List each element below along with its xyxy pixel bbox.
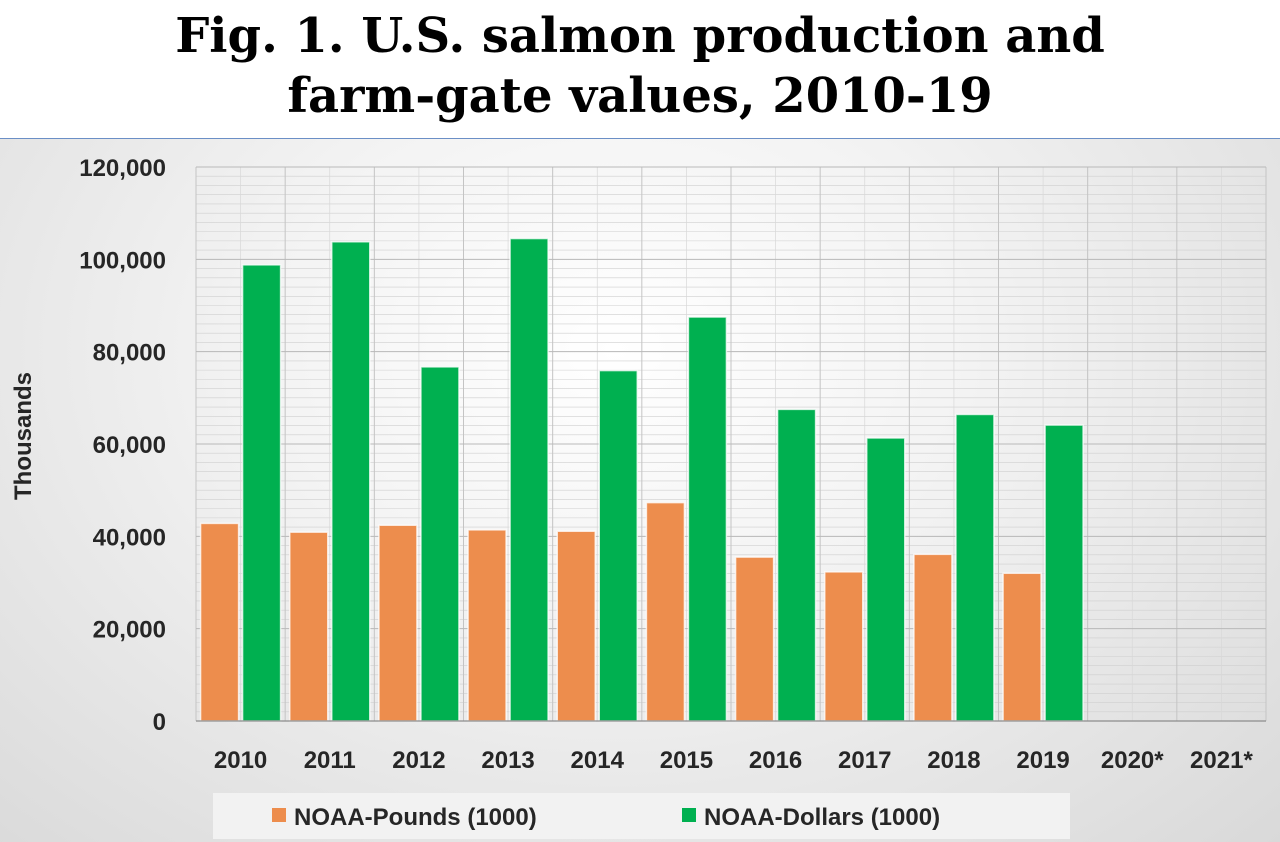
y-tick-label: 80,000 xyxy=(93,340,166,367)
bar-pounds-2015 xyxy=(645,501,686,722)
x-tick-label: 2010 xyxy=(214,747,267,774)
y-tick-label: 40,000 xyxy=(93,524,166,551)
title-line-2: farm-gate values, 2010-19 xyxy=(287,68,993,124)
x-tick-label: 2011 xyxy=(304,747,356,774)
x-tick-label: 2016 xyxy=(749,747,802,774)
x-tick-label: 2013 xyxy=(481,747,534,774)
x-tick-label: 2014 xyxy=(571,747,625,774)
x-tick-label: 2019 xyxy=(1016,747,1069,774)
bar-dollars-2017 xyxy=(866,437,906,722)
y-tick-label: 20,000 xyxy=(93,617,166,644)
bar-pounds-2010 xyxy=(199,522,240,722)
legend-swatch-pounds xyxy=(272,808,286,822)
bar-pounds-2017 xyxy=(824,571,864,722)
x-tick-label: 2020* xyxy=(1101,747,1164,774)
chart-area: 0 20,000 40,000 60,000 80,000 100,000 120,000 2… xyxy=(0,138,1280,842)
bar-dollars-2012 xyxy=(420,366,460,722)
legend: NOAA-Pounds (1000) NOAA-Dollars (1000) xyxy=(213,793,1070,839)
y-tick-label: 60,000 xyxy=(93,432,166,459)
title-line-1: Fig. 1. U.S. salmon production and xyxy=(175,8,1105,64)
bar-dollars-2010 xyxy=(241,264,282,722)
bar-dollars-2018 xyxy=(955,413,995,722)
bar-pounds-2014 xyxy=(556,530,596,722)
bars xyxy=(199,237,1084,722)
bar-pounds-2012 xyxy=(378,524,418,722)
bar-pounds-2019 xyxy=(1002,572,1042,722)
y-tick-label: 0 xyxy=(153,709,166,736)
legend-label-dollars: NOAA-Dollars (1000) xyxy=(704,804,940,831)
x-tick-label: 2012 xyxy=(392,747,445,774)
bar-pounds-2013 xyxy=(467,529,507,722)
bar-dollars-2011 xyxy=(331,241,371,722)
y-tick-label: 120,000 xyxy=(79,155,166,182)
bar-dollars-2013 xyxy=(509,237,549,722)
x-tick-label: 2018 xyxy=(927,747,980,774)
y-tick-label: 100,000 xyxy=(79,247,166,274)
legend-box xyxy=(213,793,1070,839)
y-axis-label: Thousands xyxy=(10,372,37,500)
bar-dollars-2019 xyxy=(1044,424,1084,722)
bar-pounds-2018 xyxy=(913,553,953,722)
bar-dollars-2015 xyxy=(687,316,728,722)
legend-label-pounds: NOAA-Pounds (1000) xyxy=(294,804,537,831)
x-tick-label: 2017 xyxy=(838,747,891,774)
bar-chart: 0 20,000 40,000 60,000 80,000 100,000 120,000 2… xyxy=(10,155,1267,839)
chart-title: Fig. 1. U.S. salmon production and farm-… xyxy=(0,0,1280,138)
legend-swatch-dollars xyxy=(682,808,696,822)
grid-lines xyxy=(195,166,1267,722)
axes: 0 20,000 40,000 60,000 80,000 100,000 120,000 2… xyxy=(10,155,1266,774)
x-tick-label: 2021* xyxy=(1190,747,1253,774)
bar-dollars-2014 xyxy=(598,369,638,722)
bar-dollars-2016 xyxy=(776,408,817,722)
x-tick-label: 2015 xyxy=(660,747,713,774)
bar-pounds-2016 xyxy=(734,556,775,722)
bar-pounds-2011 xyxy=(289,531,329,722)
